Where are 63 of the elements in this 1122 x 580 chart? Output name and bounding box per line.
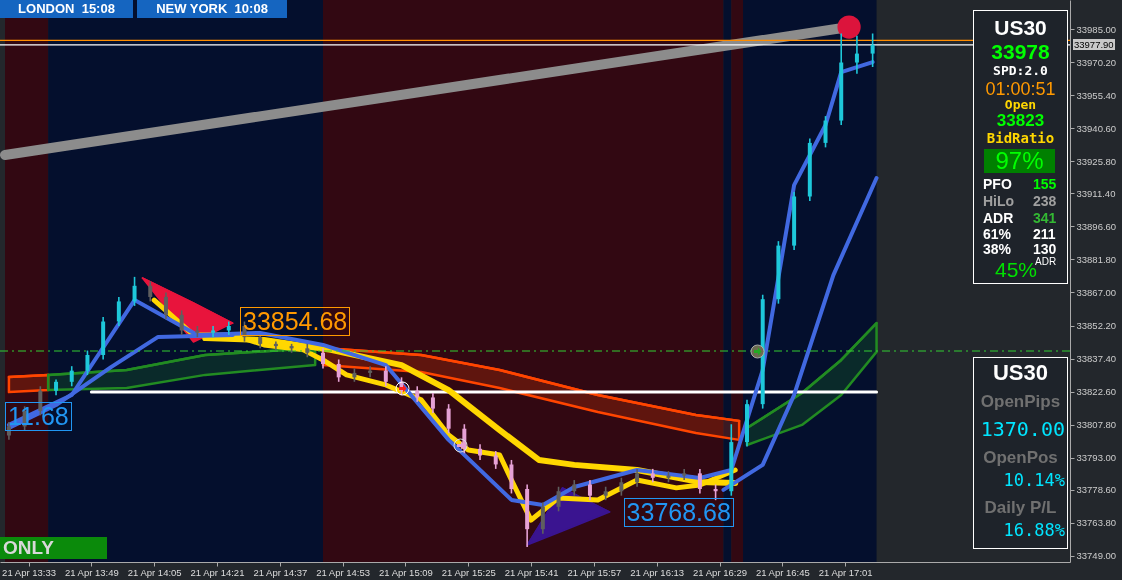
annotation: HiLo	[983, 193, 1015, 209]
y-tick-label: 33807.80	[1076, 419, 1117, 431]
y-tick-label: 33837.40	[1076, 353, 1117, 365]
x-tick-label: 21 Apr 15:41	[504, 566, 559, 578]
annotation: 211	[1033, 226, 1056, 242]
x-tick-label: 21 Apr 17:01	[818, 566, 873, 578]
x-tick-label: 21 Apr 14:37	[253, 566, 308, 578]
annotation: SPD:2.0	[992, 63, 1049, 78]
x-tick-label: 21 Apr 15:09	[379, 566, 433, 578]
annotation: 33823	[995, 111, 1046, 130]
y-tick-label: 33822.60	[1076, 386, 1117, 398]
annotation: 238	[1033, 193, 1057, 209]
x-tick-label: 21 Apr 15:25	[441, 566, 496, 578]
x-tick-label: 21 Apr 14:05	[127, 566, 182, 578]
annotation: 33854.68	[240, 307, 351, 336]
x-tick-label: 21 Apr 13:49	[64, 566, 119, 578]
y-tick-label: 33852.20	[1076, 320, 1117, 332]
y-tick-label: 33940.60	[1076, 122, 1117, 134]
annotation: 130	[1033, 241, 1057, 257]
annotation: 61%	[983, 226, 1012, 242]
annotation: OpenPips	[979, 392, 1062, 411]
annotation: OpenPos	[982, 448, 1059, 467]
annotation: 97%	[984, 147, 1055, 174]
annotation: 10.14%	[1002, 470, 1065, 490]
y-tick-label: 33778.60	[1076, 484, 1117, 496]
annotation: ONLY	[0, 537, 107, 559]
y-tick-label: 33896.60	[1076, 220, 1117, 232]
y-tick-label: 33881.80	[1076, 253, 1117, 265]
annotation: Daily P/L	[983, 498, 1058, 517]
y-tick-label: 33763.80	[1076, 517, 1117, 529]
annotation: LONDON 15:08	[0, 0, 133, 18]
x-tick-label: 21 Apr 16:29	[693, 566, 747, 578]
y-tick-label: 33925.80	[1076, 155, 1117, 167]
annotation: ADR	[1035, 256, 1057, 267]
annotation: BidRatio	[985, 130, 1056, 146]
x-tick-label: 21 Apr 15:57	[567, 566, 622, 578]
annotation: 01:00:51	[984, 79, 1057, 99]
annotation: PFO	[983, 176, 1012, 192]
y-tick-label: 33970.20	[1076, 56, 1117, 68]
annotation: US30	[993, 16, 1048, 39]
annotation: 1370.00	[979, 417, 1065, 441]
annotation: US30	[991, 360, 1049, 385]
annotation: NEW YORK 10:08	[137, 0, 287, 18]
annotation: 33768.68	[623, 498, 734, 528]
y-tick-label: 33985.00	[1076, 23, 1117, 35]
y-tick-label: 33793.00	[1076, 452, 1117, 464]
annotation: ADR	[983, 210, 1014, 226]
annotation: 33978	[990, 40, 1051, 63]
x-tick-label: 21 Apr 16:45	[755, 566, 810, 578]
annotation: 155	[1033, 176, 1057, 192]
y-tick-label: 33955.40	[1076, 89, 1117, 101]
y-tick-label: 33911.40	[1076, 187, 1116, 199]
annotation: 16.88%	[1002, 520, 1065, 540]
ref-line-label: 33977.90	[1073, 38, 1115, 51]
y-tick-label: 33867.00	[1076, 287, 1117, 298]
y-tick-label: 33749.00	[1076, 550, 1117, 562]
x-tick-label: 21 Apr 16:13	[630, 566, 685, 578]
annotation: 341	[1033, 210, 1057, 226]
annotation: 38%	[983, 241, 1012, 257]
x-tick-label: 21 Apr 14:53	[316, 566, 371, 578]
x-tick-label: 21 Apr 14:21	[190, 566, 245, 578]
x-tick-label: 21 Apr 13:33	[2, 566, 56, 578]
annotation: Open	[1003, 97, 1038, 112]
